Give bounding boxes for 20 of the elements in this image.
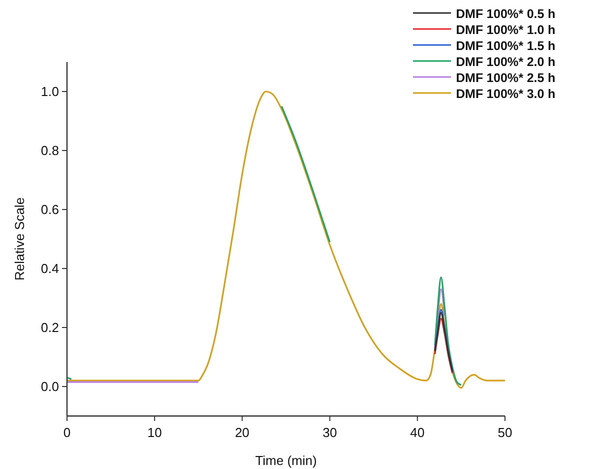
legend-label: DMF 100%* 3.0 h — [456, 87, 556, 101]
x-tick-label: 20 — [234, 425, 250, 440]
x-axis-title: Time (min) — [255, 453, 317, 468]
y-tick-label: 0.0 — [40, 379, 59, 394]
legend-label: DMF 100%* 0.5 h — [456, 7, 556, 21]
legend-label: DMF 100%* 2.0 h — [456, 55, 556, 69]
legend-label: DMF 100%* 2.5 h — [456, 71, 556, 85]
x-tick-label: 0 — [63, 425, 71, 440]
y-axis-title: Relative Scale — [12, 197, 27, 281]
y-tick-label: 0.8 — [40, 143, 59, 158]
y-tick-label: 0.6 — [40, 202, 59, 217]
y-tick-label: 1.0 — [40, 84, 59, 99]
x-tick-label: 30 — [322, 425, 338, 440]
y-tick-label: 0.4 — [40, 261, 59, 276]
legend-label: DMF 100%* 1.0 h — [456, 23, 556, 37]
x-tick-label: 50 — [498, 425, 512, 440]
x-tick-label: 40 — [410, 425, 425, 440]
x-tick-label: 10 — [147, 425, 162, 440]
legend-label: DMF 100%* 1.5 h — [456, 39, 556, 53]
y-tick-label: 0.2 — [40, 320, 59, 335]
